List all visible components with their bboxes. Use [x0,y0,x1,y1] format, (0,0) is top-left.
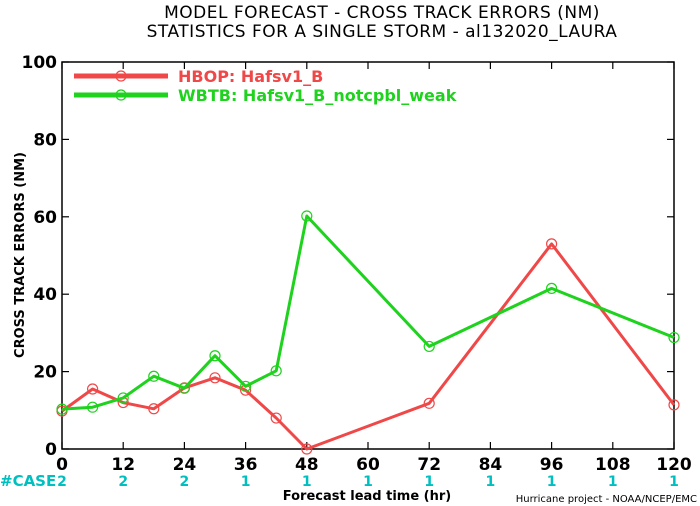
case-count: 1 [547,474,557,490]
x-tick-label: 60 [356,455,380,475]
y-axis: 0 20 40 60 80 100 [22,53,674,460]
series-1-point [209,372,221,384]
legend-label-2: WBTB: Hafsv1_B_notcpbl_weak [178,86,457,105]
x-tick-label: 120 [656,455,692,475]
series-2-point [178,382,190,394]
case-label: #CASE [0,472,56,490]
series-2-point [423,340,435,353]
x-axis-label: Forecast lead time (hr) [283,489,451,504]
case-count: 1 [486,474,496,490]
x-tick-label: 108 [595,455,631,475]
series-1-point [301,443,313,455]
case-count: 2 [118,474,128,490]
series-1-point [423,397,435,409]
chart-subtitle: STATISTICS FOR A SINGLE STORM - al132020… [147,22,618,42]
y-tick-label: 100 [22,53,58,73]
series-2-point [148,370,160,382]
case-count: 2 [180,474,190,490]
case-count: 1 [241,474,251,490]
series-2-point [301,210,313,222]
chart-title: MODEL FORECAST - CROSS TRACK ERRORS (NM) [164,3,600,23]
series-2-point [668,331,680,344]
series-1-point [148,403,160,415]
series-2-point [545,282,558,294]
series-2-point [270,365,282,377]
y-tick-label: 40 [33,285,57,305]
x-tick-label: 48 [295,455,319,475]
case-count: 1 [669,474,679,490]
legend-marker-2 [115,89,127,101]
case-count: 2 [57,474,67,490]
x-tick-label: 72 [417,455,441,475]
series-layer [56,210,680,455]
series-2-point [56,403,68,415]
credit-text: Hurricane project - NOAA/NCEP/EMC [516,494,697,505]
series-2-point [117,392,129,404]
series-1-point [86,383,99,395]
x-tick-label: 12 [111,455,135,475]
y-tick-label: 20 [33,363,57,383]
plot-area [61,61,675,450]
series-line-1 [61,242,676,451]
x-axis: 0 12 24 36 48 60 72 84 96 108 120 [56,62,692,475]
case-count: 1 [424,474,434,490]
series-2-point [240,380,252,392]
series-2-point [209,350,221,362]
y-tick-label: 60 [33,208,57,228]
y-axis-label: CROSS TRACK ERRORS (NM) [13,152,28,358]
case-count: 1 [608,474,618,490]
x-tick-label: 96 [540,455,564,475]
x-tick-label: 0 [56,455,68,475]
series-2-point [86,401,99,413]
series-line-2 [61,214,675,411]
case-counts: 2 2 2 1 1 1 1 1 1 1 1 [57,474,679,490]
y-tick-label: 80 [33,130,57,150]
x-tick-label: 24 [173,455,197,475]
legend-label-1: HBOP: Hafsv1_B [178,67,323,86]
plot-border [61,61,675,450]
series-1-point [270,412,282,424]
x-tick-label: 36 [234,455,258,475]
x-tick-label: 84 [479,455,503,475]
series-1-point [668,399,680,411]
legend-marker-1 [115,70,127,82]
case-count: 1 [302,474,312,490]
y-tick-label: 0 [45,440,57,460]
series-1-point [545,238,558,250]
case-count: 1 [363,474,373,490]
